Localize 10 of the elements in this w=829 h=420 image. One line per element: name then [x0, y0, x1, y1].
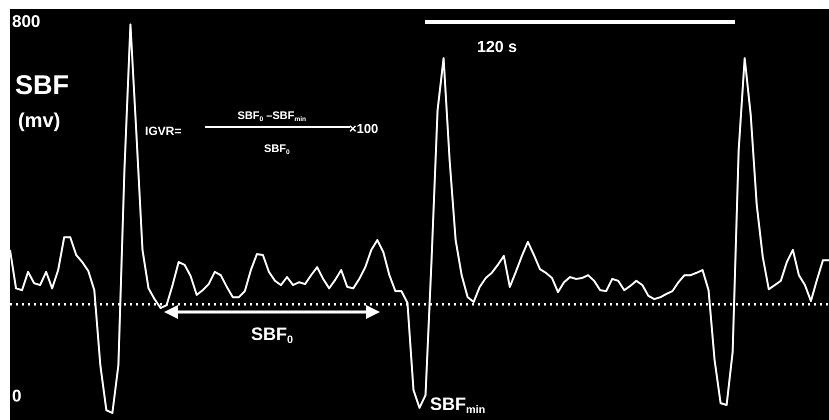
annotation: SBF$_{min}$: [430, 394, 486, 416]
annotation: IGVR=: [145, 124, 182, 138]
y-axis-title: SBF (mv): [15, 70, 69, 132]
annotation: 120 s: [477, 39, 518, 56]
annotation: SBF$_{0}$: [264, 142, 290, 156]
annotation: ×100: [349, 120, 378, 136]
y-tick-label: 800: [12, 12, 40, 31]
y-tick-label: 0: [12, 386, 22, 406]
annotation: SBF$_{0}$ –SBF$_{min}$: [238, 110, 306, 124]
annotation: SBF$_{0}$: [251, 324, 294, 346]
